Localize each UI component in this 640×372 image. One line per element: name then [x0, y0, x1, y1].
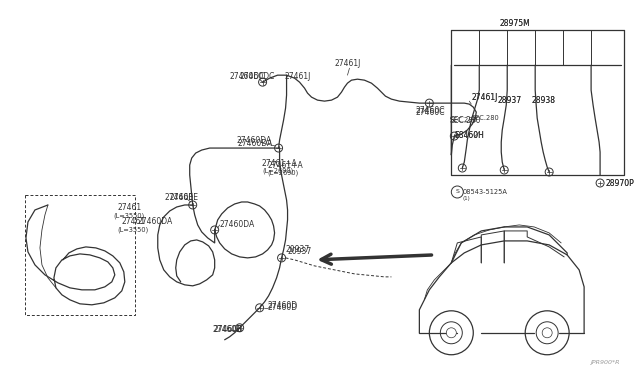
Text: JPR900*R: JPR900*R	[589, 360, 619, 365]
Text: 27460DA: 27460DA	[237, 135, 272, 145]
Text: 27460E: 27460E	[170, 193, 199, 202]
Text: (L=3550): (L=3550)	[118, 227, 149, 233]
Text: 27461J: 27461J	[335, 59, 361, 68]
Circle shape	[542, 328, 552, 338]
Text: 27461+A: 27461+A	[262, 158, 298, 167]
Text: 20937: 20937	[287, 247, 312, 256]
Text: 28937: 28937	[497, 96, 522, 105]
Text: 28970P: 28970P	[605, 179, 634, 187]
Text: (L=3550): (L=3550)	[114, 213, 145, 219]
Text: (L=2690): (L=2690)	[262, 168, 294, 174]
Text: 27461: 27461	[122, 218, 146, 227]
Text: 27460DA: 27460DA	[220, 221, 255, 230]
Text: 27461: 27461	[118, 203, 142, 212]
Text: 27461+A: 27461+A	[268, 161, 303, 170]
Text: 28975M: 28975M	[499, 19, 530, 28]
Text: SEC.280: SEC.280	[471, 115, 499, 121]
Text: 08543-5125A: 08543-5125A	[462, 189, 507, 195]
Text: 27460DC: 27460DC	[239, 72, 275, 81]
Text: 20937: 20937	[285, 246, 310, 254]
Text: 28975M: 28975M	[499, 19, 530, 28]
Text: 27460E: 27460E	[164, 193, 194, 202]
Text: 28937: 28937	[497, 96, 522, 105]
Text: SEC.280: SEC.280	[449, 116, 481, 125]
Text: E8460H: E8460H	[454, 131, 484, 140]
Text: 27460C: 27460C	[415, 106, 445, 115]
Text: SEC.280: SEC.280	[449, 117, 477, 123]
Text: 27460B: 27460B	[212, 325, 242, 334]
Text: 27460B: 27460B	[214, 325, 243, 334]
Text: 28938: 28938	[531, 96, 555, 105]
Circle shape	[446, 328, 456, 338]
Text: (L=2690): (L=2690)	[268, 170, 299, 176]
Text: (1): (1)	[462, 196, 470, 202]
Text: 27460DA: 27460DA	[138, 218, 173, 227]
Text: 27460D: 27460D	[268, 301, 298, 310]
Text: 27461J: 27461J	[285, 72, 311, 81]
Text: 27461J: 27461J	[471, 93, 498, 102]
Text: 27460D: 27460D	[268, 303, 298, 312]
Text: 28970P: 28970P	[605, 179, 634, 187]
Text: E8460H: E8460H	[454, 131, 484, 140]
Text: 27460C: 27460C	[415, 108, 445, 116]
Text: 27460DC: 27460DC	[230, 72, 265, 81]
Text: 28938: 28938	[531, 96, 555, 105]
Text: S: S	[456, 189, 460, 195]
Text: 27461J: 27461J	[471, 93, 498, 102]
Text: 27460DA: 27460DA	[237, 138, 273, 148]
